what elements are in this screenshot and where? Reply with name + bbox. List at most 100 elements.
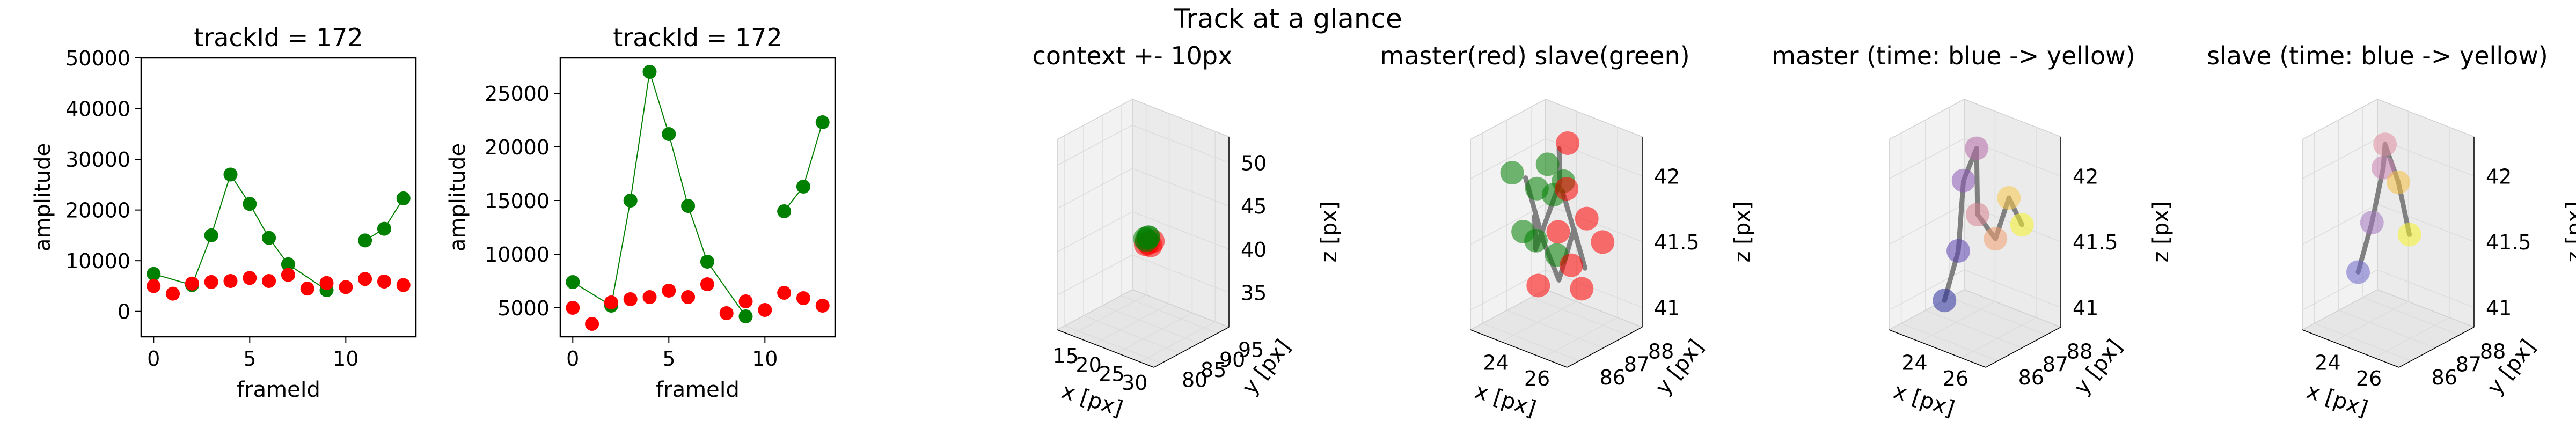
data-point — [796, 180, 810, 194]
data-point — [2373, 132, 2397, 157]
data-point — [358, 272, 372, 286]
data-point — [604, 295, 618, 309]
x-tick-label: 25 — [1099, 362, 1124, 386]
series-line — [572, 71, 747, 317]
x-tick-label: 10 — [333, 347, 358, 371]
grid-line — [1139, 321, 1216, 363]
x-axis-line — [2302, 329, 2399, 368]
data-point — [2360, 211, 2384, 235]
y-tick-label: 87 — [2043, 353, 2068, 376]
axes-frame — [140, 57, 417, 338]
x-tick-label: 15 — [1053, 344, 1079, 368]
z-tick-label: 42 — [2073, 165, 2098, 188]
grid-line — [1117, 312, 1192, 353]
z-tick-label: 41 — [1654, 296, 1680, 320]
data-point — [662, 127, 676, 141]
data-point — [777, 204, 792, 218]
grid-line — [1102, 305, 1199, 344]
data-point — [1500, 161, 1524, 185]
data-point — [719, 306, 734, 320]
chart-title: master(red) slave(green) — [1380, 41, 1689, 70]
grid-line — [1531, 297, 1628, 336]
grid-line — [2302, 138, 2378, 180]
data-point — [1555, 177, 1579, 201]
data-point — [738, 294, 753, 308]
data-point — [166, 286, 180, 301]
data-point — [758, 303, 772, 317]
data-point — [300, 282, 314, 296]
data-point — [281, 257, 295, 271]
x-tick-label: 26 — [2356, 367, 2382, 390]
y-axis-line — [1985, 327, 2061, 368]
data-point — [642, 290, 657, 304]
grid-line — [2377, 204, 2475, 242]
data-point — [223, 274, 238, 288]
data-point — [1575, 206, 1599, 231]
chart-title: slave (time: blue -> yellow) — [2207, 41, 2548, 70]
grid-line — [1057, 124, 1133, 166]
data-point — [319, 276, 334, 290]
y-tick-label: 40000 — [65, 98, 130, 121]
grid-line — [1132, 211, 1230, 250]
data-point — [700, 255, 714, 269]
grid-line — [1889, 204, 1965, 245]
data-point — [281, 268, 295, 282]
y-tick-label: 30000 — [65, 148, 130, 172]
x-tick-label: 24 — [1901, 351, 1927, 374]
back-pane — [1132, 98, 1230, 328]
data-point — [262, 231, 276, 245]
y-tick-label: 0 — [118, 300, 130, 324]
grid-line — [1121, 295, 1218, 334]
data-point — [185, 276, 199, 291]
y-tick-label: 15000 — [485, 189, 550, 213]
chart-title: trackId = 172 — [613, 23, 782, 52]
data-point — [262, 274, 276, 288]
data-point — [1984, 227, 2008, 251]
data-point — [738, 309, 753, 323]
data-point — [2346, 260, 2370, 284]
y-tick-label: 80 — [1182, 368, 1208, 392]
chart-title: trackId = 172 — [194, 23, 363, 52]
data-point — [1965, 136, 1989, 160]
z-tick-label: 50 — [1241, 151, 1267, 175]
data-point — [1965, 203, 1989, 227]
grid-line — [1506, 310, 1604, 349]
grid-line — [1132, 254, 1230, 293]
z-tick-label: 35 — [1241, 281, 1267, 305]
data-point — [566, 301, 580, 315]
grid-line — [2338, 310, 2436, 349]
data-point — [700, 277, 714, 291]
grid-line — [2377, 269, 2475, 308]
data-point — [1997, 186, 2021, 210]
y-tick-label: 88 — [2067, 340, 2092, 364]
y-tick-label: 87 — [1624, 353, 1650, 376]
grid-line — [1949, 297, 2047, 336]
grid-line — [2314, 323, 2411, 361]
x-tick-label: 5 — [662, 347, 675, 371]
grid-line — [1482, 323, 1579, 361]
y-tick-label: 85 — [1201, 358, 1226, 382]
z-tick-label: 41.5 — [2486, 231, 2531, 254]
grid-line — [2362, 297, 2460, 336]
data-point — [147, 267, 161, 281]
z-axis-label: z [px] — [2562, 202, 2576, 263]
data-point — [396, 278, 411, 292]
data-point — [204, 228, 218, 242]
data-point — [1946, 239, 1971, 263]
back-pane — [2377, 98, 2475, 328]
y-tick-label: 10000 — [65, 249, 130, 273]
x-tick-label: 24 — [2315, 351, 2340, 374]
data-point — [1556, 131, 1580, 155]
y-tick-label: 86 — [2018, 366, 2044, 389]
data-point — [2387, 170, 2411, 194]
chart-title: master (time: blue -> yellow) — [1772, 41, 2135, 70]
z-axis-label: z [px] — [1317, 202, 1342, 263]
data-point — [585, 317, 599, 331]
y-axis-line — [2398, 327, 2475, 368]
grid-line — [1901, 323, 1998, 361]
data-point — [777, 286, 792, 300]
y-tick-label: 95 — [1238, 338, 1264, 361]
z-tick-label: 41 — [2486, 296, 2512, 320]
